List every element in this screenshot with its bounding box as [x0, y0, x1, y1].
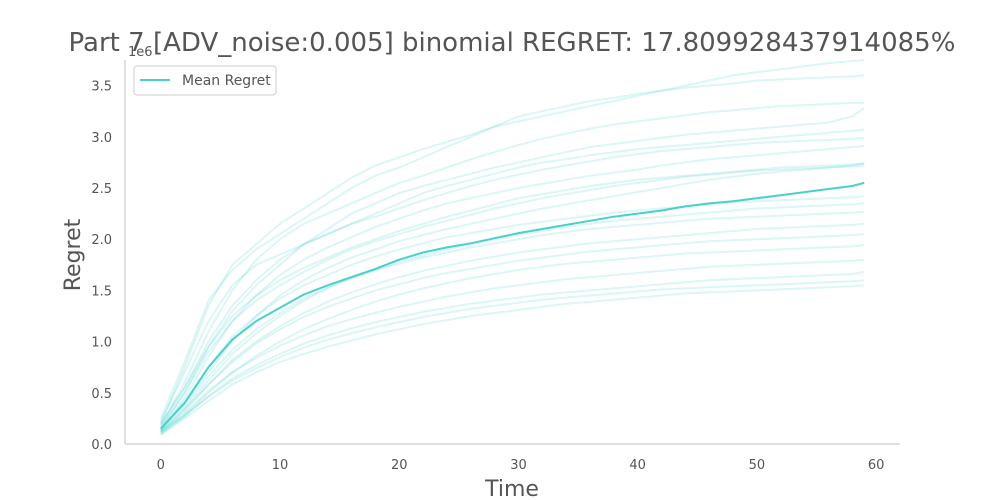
mean-regret-line: [160, 181, 865, 430]
y-tick-label: 2.0: [91, 233, 112, 248]
run-line-19: [160, 279, 865, 433]
x-axis-title: Time: [484, 477, 539, 500]
run-line-20: [160, 284, 865, 436]
run-line-17: [160, 258, 865, 433]
x-tick-label: 30: [510, 458, 527, 473]
y-tick-labels: 0.0 0.5 1.0 1.5 2.0 2.5 3.0 3.5: [91, 80, 112, 453]
mean-series: [160, 181, 865, 430]
y-tick-label: 1.0: [91, 336, 112, 351]
y-axis-title: Regret: [61, 218, 86, 291]
run-line-3: [159, 102, 865, 427]
run-line-7: [159, 145, 865, 433]
individual-runs: [159, 59, 865, 436]
x-tick-label: 10: [272, 458, 289, 473]
y-tick-label: 3.5: [91, 80, 112, 95]
run-line-16: [160, 244, 865, 435]
chart-title: Part 7 [ADV_noise:0.005] binomial REGRET…: [69, 28, 956, 58]
y-tick-label: 1.5: [91, 284, 112, 299]
legend: Mean Regret: [133, 65, 277, 96]
run-line-14: [160, 222, 865, 434]
run-line-8: [159, 162, 865, 427]
run-line-10: [160, 162, 865, 431]
run-line-15: [160, 233, 865, 432]
run-line-13: [160, 210, 865, 431]
run-line-6: [159, 136, 865, 425]
run-line-12: [160, 202, 865, 433]
y-tick-label: 0.0: [91, 438, 112, 453]
run-line-18: [160, 271, 865, 435]
y-tick-label: 0.5: [91, 387, 112, 402]
legend-box: [133, 65, 277, 96]
run-line-11: [160, 195, 865, 430]
run-line-4: [159, 107, 865, 430]
x-tick-label: 50: [749, 458, 766, 473]
x-tick-label: 40: [629, 458, 646, 473]
y-offset-label: 1e6: [128, 45, 153, 60]
x-tick-labels: 0 10 20 30 40 50 60: [157, 458, 885, 473]
x-tick-label: 0: [157, 458, 165, 473]
x-tick-label: 60: [868, 458, 885, 473]
run-line-1: [159, 59, 865, 424]
y-tick-label: 2.5: [91, 182, 112, 197]
x-tick-label: 20: [391, 458, 408, 473]
run-line-5: [159, 128, 865, 422]
y-tick-label: 3.0: [91, 131, 112, 146]
run-line-2: [159, 74, 865, 419]
legend-label-mean-regret: Mean Regret: [182, 73, 271, 89]
run-line-9: [159, 164, 865, 429]
